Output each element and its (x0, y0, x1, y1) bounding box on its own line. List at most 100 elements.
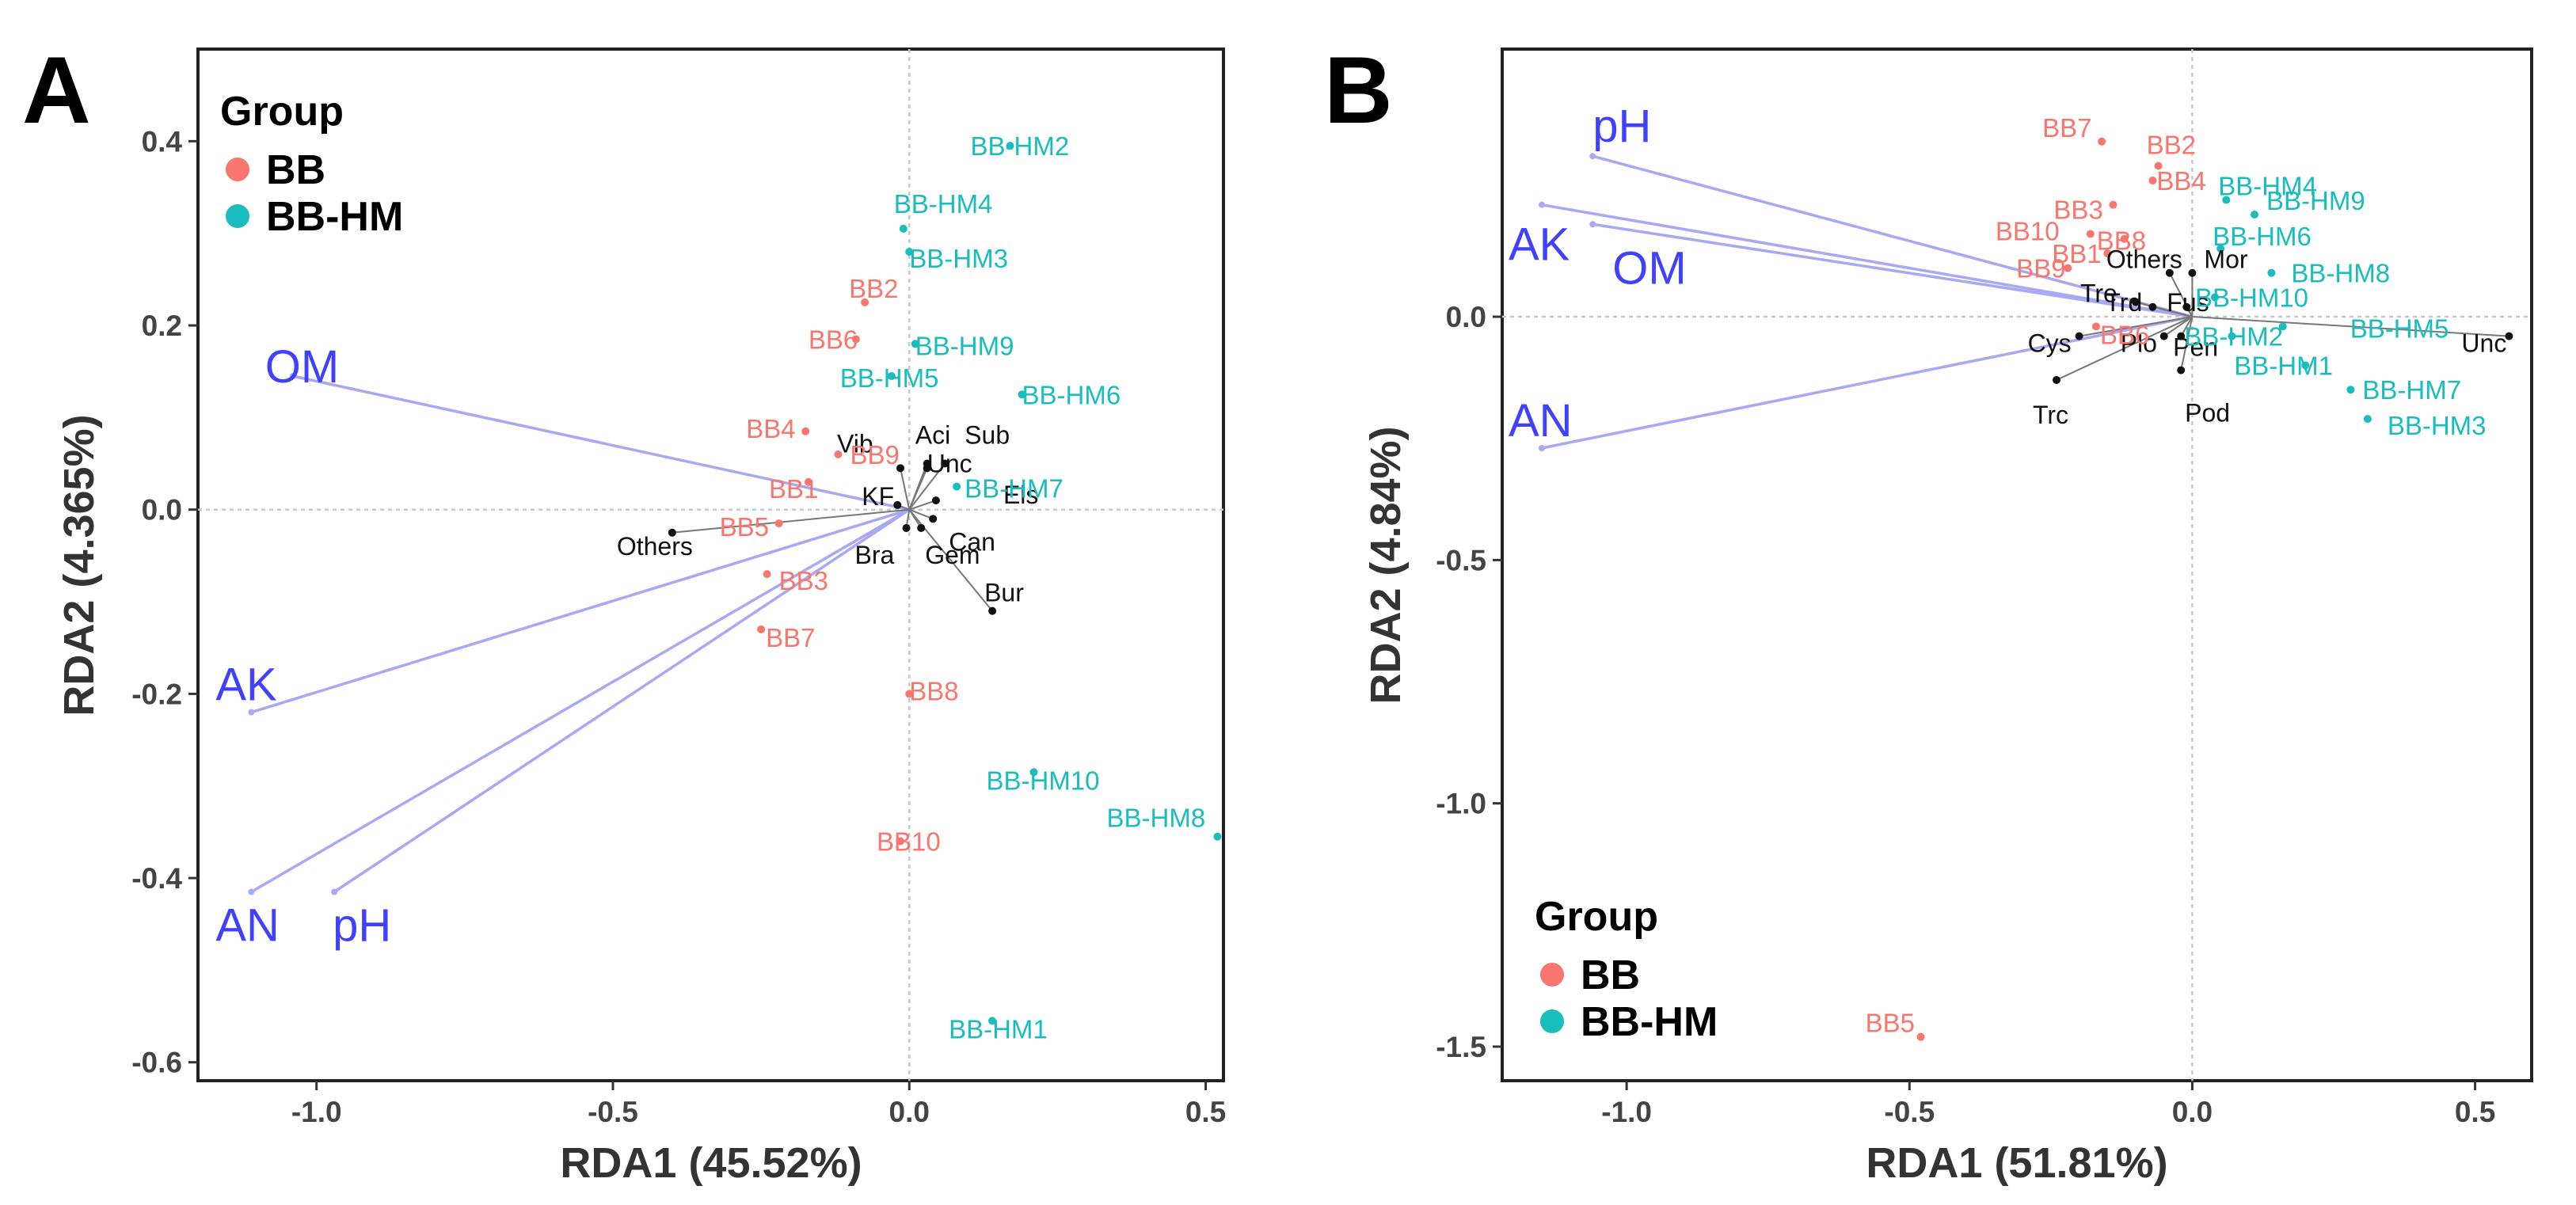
site-label-bb-hm10: BB-HM10 (2195, 283, 2308, 312)
panel-b-legend-key-bb (1540, 963, 1564, 986)
species-label-gem: Gem (925, 541, 980, 569)
x-tick-label: -1.0 (291, 1096, 342, 1128)
site-point-bb-hm5 (887, 372, 896, 381)
site-label-bb-hm2: BB-HM2 (2184, 322, 2283, 352)
env-vector-line-an (1541, 315, 2193, 450)
site-label-bb-hm5: BB-HM5 (840, 363, 939, 393)
env-vector-tip-ph (1589, 153, 1596, 160)
site-label-bb-hm3: BB-HM3 (909, 244, 1008, 273)
site-label-bb-hm2: BB-HM2 (971, 131, 1070, 161)
species-label-others: Others (2106, 245, 2182, 274)
species-point-can (929, 515, 938, 523)
site-label-bb-hm9: BB-HM9 (915, 331, 1014, 360)
env-vector-line-ph (1592, 154, 2193, 318)
species-label-fus: Fus (2167, 288, 2209, 317)
panel-b-frame (1501, 48, 2533, 1082)
species-vector-pod (2180, 316, 2194, 371)
site-point-bb-hm8 (1213, 832, 1222, 841)
site-point-bb1 (2103, 249, 2112, 258)
species-label-vib: Vib (837, 429, 873, 458)
y-tick-label: -0.2 (131, 678, 182, 710)
site-label-bb5: BB5 (1866, 1009, 1915, 1038)
site-label-bb-hm1: BB-HM1 (2234, 352, 2333, 381)
species-point-trc (2053, 375, 2060, 384)
site-point-bb-hm4 (899, 224, 907, 233)
species-label-can: Can (949, 527, 995, 556)
site-label-bb5: BB5 (720, 512, 769, 542)
species-point-tre (2132, 298, 2140, 306)
panel-b-legend-key-bbhm (1540, 1009, 1564, 1033)
x-tick-label: 0.5 (2455, 1096, 2495, 1128)
species-label-cys: Cys (2028, 329, 2072, 358)
species-label-pen: Pen (2173, 333, 2218, 362)
species-label-unc: Unc (927, 449, 972, 477)
species-label-aci: Aci (915, 421, 950, 450)
x-tick-label: 0.0 (2172, 1096, 2213, 1128)
x-tick-label: -1.0 (1601, 1096, 1652, 1128)
panel-a-legend-label-bb: BB (266, 147, 325, 193)
panel-a-legend: Group BB BB-HM (220, 89, 403, 240)
site-label-bb2: BB2 (849, 274, 898, 303)
site-label-bb10: BB10 (1996, 217, 2060, 246)
species-point-cys (2075, 332, 2083, 340)
species-vector-trd (2152, 306, 2193, 318)
env-vector-line-an (250, 508, 911, 894)
x-tick-label: 0.0 (889, 1096, 930, 1128)
site-point-bb-hm2 (1006, 142, 1014, 150)
species-label-trc: Trc (2033, 401, 2068, 429)
site-label-bb10: BB10 (877, 827, 941, 857)
site-label-bb6: BB6 (2100, 320, 2149, 349)
env-vector-tip-om (289, 373, 296, 380)
env-vector-tip-ak (1539, 201, 1545, 208)
y-tick-label: -1.5 (1436, 1031, 1486, 1063)
site-point-bb-hm6 (2216, 244, 2225, 253)
species-vector-plo (2163, 316, 2193, 337)
panel-a-legend-key-bbhm (226, 204, 249, 228)
species-point-unc (923, 464, 931, 473)
species-label-els: Els (1003, 481, 1038, 509)
panel-a-ticks: -1.0 -0.5 0.0 0.5 -0.6 -0.4 -0.2 0.0 0.2 0.4 (131, 125, 1226, 1128)
site-point-bb6 (851, 335, 860, 344)
panel-b-legend-label-bb: BB (1581, 952, 1640, 998)
panel-b-points (1916, 137, 2513, 1041)
site-point-bb-hm9 (911, 340, 919, 348)
panel-b-zero-lines (1502, 49, 2532, 1081)
site-point-bb-hm6 (1018, 390, 1026, 399)
species-label-mor: Mor (2204, 245, 2247, 274)
site-label-bb-hm3: BB-HM3 (2388, 411, 2487, 440)
species-point-trd (2148, 302, 2157, 311)
x-tick-label: -0.5 (1884, 1096, 1935, 1128)
site-label-bb-hm10: BB-HM10 (986, 766, 1099, 795)
panel-a-legend-label-bbhm: BB-HM (266, 194, 403, 240)
species-vector-unc (2192, 316, 2509, 337)
species-label-kf: KF (862, 482, 894, 511)
panel-b-legend: Group BB BB-HM (1535, 894, 1718, 1045)
site-label-bb-hm9: BB-HM9 (2266, 186, 2365, 215)
species-label-bur: Bur (984, 579, 1024, 607)
panel-b-env-vectors (1539, 153, 2509, 451)
site-point-bb5 (1916, 1032, 1925, 1041)
species-label-trd: Trd (2105, 288, 2142, 317)
site-point-bb-hm8 (2267, 268, 2276, 277)
panel-b-ylabel: RDA2 (4.84%) (1362, 426, 1410, 704)
site-point-bb10 (2086, 230, 2095, 238)
species-point-els (931, 496, 940, 505)
species-label-sub: Sub (965, 421, 1010, 450)
species-label-tre: Tre (2080, 279, 2117, 308)
site-point-bb7 (2098, 137, 2106, 146)
site-point-bb9 (834, 450, 843, 458)
species-label-pod: Pod (2185, 399, 2230, 428)
species-point-bur (988, 606, 997, 615)
site-label-bb3: BB3 (2053, 196, 2102, 225)
env-vector-line-om (292, 374, 910, 511)
species-label-others: Others (617, 532, 693, 561)
site-label-bb-hm6: BB-HM6 (1022, 380, 1121, 409)
species-point-unc (2505, 332, 2513, 340)
species-vector-sub (908, 462, 946, 511)
species-point-others (668, 528, 676, 537)
site-point-bb4 (801, 427, 810, 435)
site-label-bb7: BB7 (766, 623, 815, 652)
